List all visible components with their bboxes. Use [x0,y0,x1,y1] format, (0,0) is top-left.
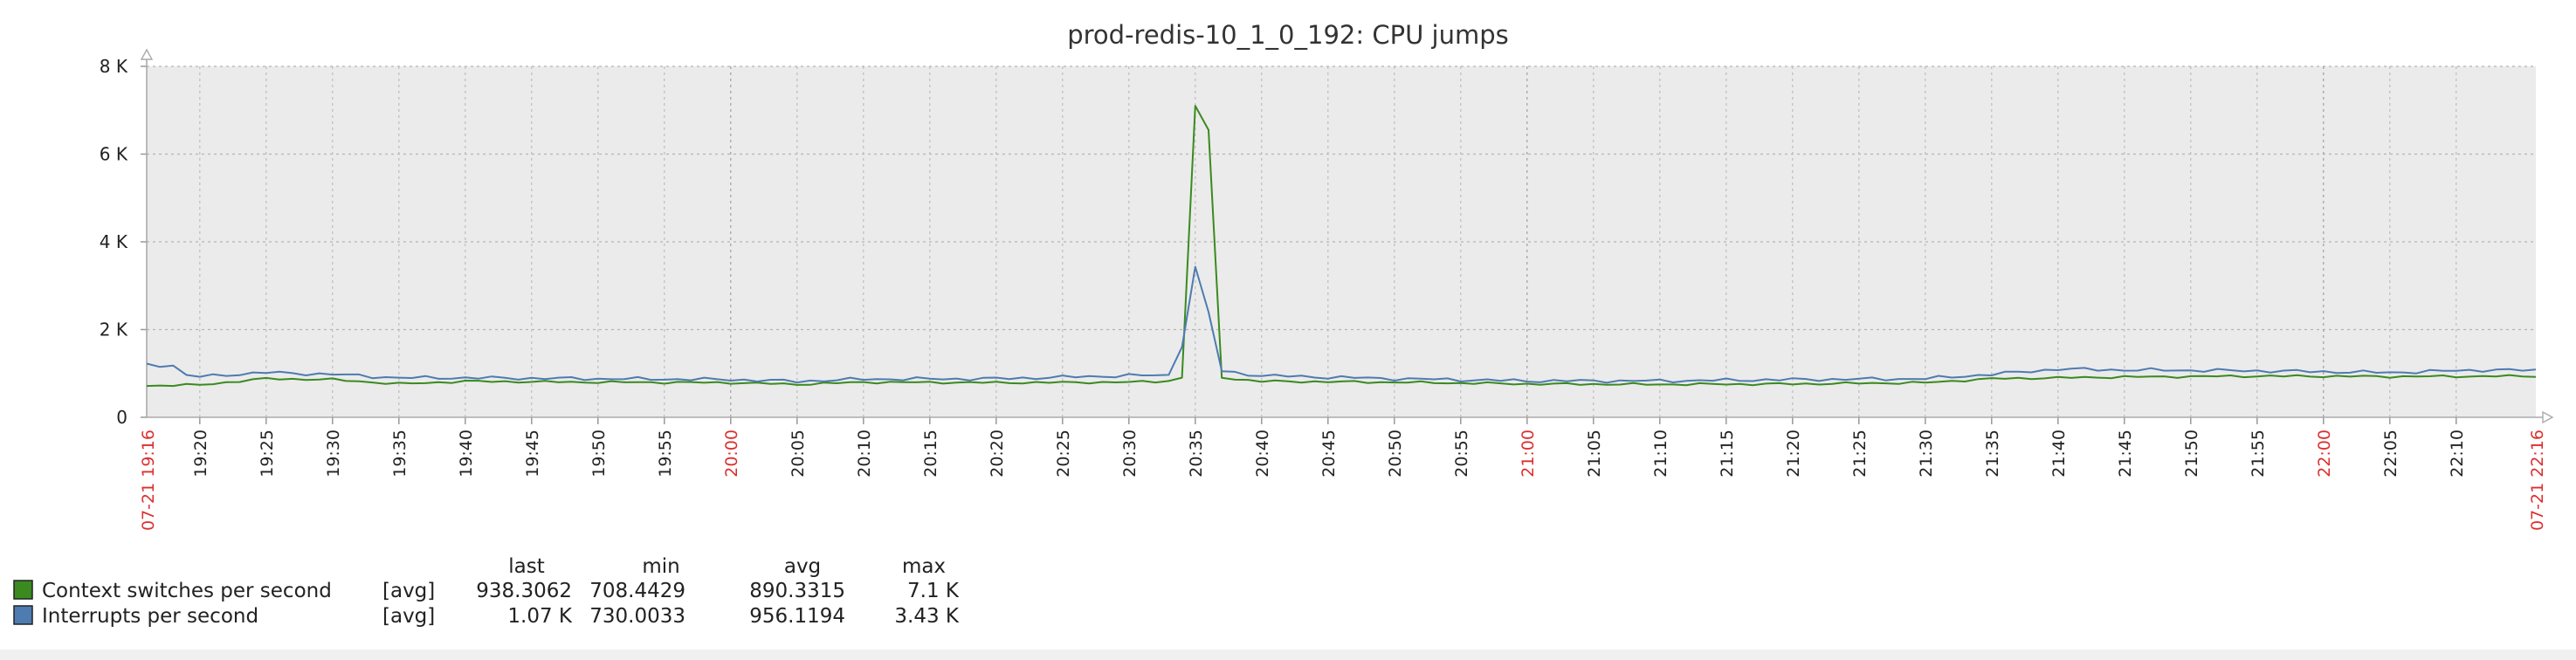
x-tick-label: 21:15 [1718,430,1737,478]
y-tick-label: 4 K [100,231,128,252]
y-axis-arrow [140,48,154,60]
x-tick-label: 19:25 [258,430,277,478]
series-lines [146,105,2537,388]
x-end-label: 07-21 22:16 [2528,430,2547,531]
legend-function: [avg] [382,580,435,602]
legend-value-avg: 956.1194 [749,605,845,628]
x-tick-label: 20:50 [1386,430,1405,478]
legend-header-last: last [508,555,545,578]
x-tick-label: 21:45 [2116,430,2135,478]
x-start-label: 07-21 19:16 [139,430,158,531]
legend-swatch [13,580,33,600]
x-tick-label: 21:30 [1917,430,1936,478]
grid-lines [147,65,2536,417]
x-tick-label: 20:00 [722,430,741,478]
y-axis-ticks: 0 2 K 4 K 6 K 8 K [100,56,128,428]
legend-header-avg: avg [784,555,821,578]
legend-value-min: 708.4429 [589,580,685,602]
y-tick-label: 8 K [100,56,128,77]
x-tick-label: 22:00 [2315,430,2334,478]
x-tick-label: 19:30 [324,430,343,478]
legend-swatch [13,605,33,625]
legend-function: [avg] [382,605,435,628]
legend-value-max: 3.43 K [894,605,960,628]
axes [140,48,2554,424]
series-line-interrupts [146,265,2537,384]
x-tick-label: 20:20 [988,430,1007,478]
legend-value-max: 7.1 K [907,580,960,602]
x-tick-label: 21:20 [1784,430,1803,478]
x-tick-label: 20:35 [1187,430,1206,478]
x-tick-label: 21:05 [1585,430,1604,478]
legend-value-avg: 890.3315 [749,580,845,602]
x-tick-label: 22:10 [2448,430,2467,478]
x-tick-label: 21:10 [1651,430,1670,478]
x-tick-label: 19:55 [656,430,675,478]
legend-header-min: min [642,555,679,578]
legend: last min avg max Context switches per second… [13,555,960,628]
legend-series-name: Interrupts per second [42,605,258,628]
x-tick-label: 20:10 [855,430,874,478]
legend-value-min: 730.0033 [589,605,685,628]
chart-title: prod-redis-10_1_0_192: CPU jumps [1067,20,1509,50]
x-tick-label: 21:55 [2249,430,2268,478]
x-tick-label: 20:15 [921,430,940,478]
x-tick-label: 19:35 [390,430,410,478]
x-tick-label: 20:45 [1319,430,1339,478]
x-tick-label: 21:25 [1850,430,1870,478]
series-line-context-switches [146,105,2537,388]
x-tick-label: 21:40 [2049,430,2069,478]
x-tick-label: 21:50 [2182,430,2201,478]
x-tick-label: 21:00 [1519,430,1538,478]
x-tick-label: 21:35 [1983,430,2002,478]
x-tick-label: 20:05 [789,430,808,478]
x-axis-ticks: 19:20 19:25 19:30 19:35 19:40 19:45 19:50 19:55… [139,430,2547,531]
legend-value-last: 938.3062 [476,580,572,602]
legend-value-last: 1.07 K [507,605,573,628]
x-tick-label: 19:45 [523,430,542,478]
x-tick-label: 19:50 [589,430,609,478]
x-tick-label: 20:55 [1452,430,1471,478]
x-tick-label: 20:25 [1054,430,1073,478]
x-tick-label: 20:40 [1253,430,1272,478]
y-tick-label: 0 [116,407,127,428]
x-axis-arrow [2542,410,2554,424]
legend-series-name: Context switches per second [42,580,332,602]
y-tick-label: 6 K [100,144,128,165]
x-tick-label: 22:05 [2381,430,2400,478]
y-tick-label: 2 K [100,320,128,340]
x-tick-label: 19:20 [191,430,210,478]
x-tick-label: 19:40 [457,430,476,478]
legend-header-max: max [902,555,946,578]
x-tick-label: 20:30 [1120,430,1140,478]
